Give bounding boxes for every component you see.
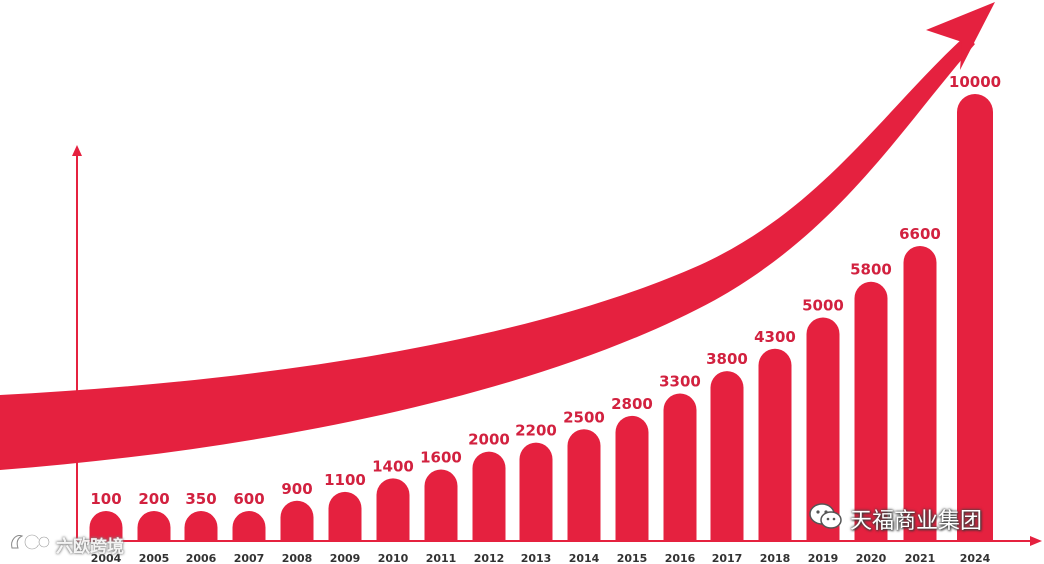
year-label-2006: 2006 (186, 552, 217, 564)
bar-2006 (184, 511, 218, 541)
bar-2015 (615, 415, 649, 541)
bar-2020 (854, 281, 888, 541)
bar-2010 (376, 478, 410, 541)
year-label-2014: 2014 (569, 552, 600, 564)
value-label-2005: 200 (138, 490, 169, 508)
value-label-2012: 2000 (468, 431, 510, 449)
year-label-2004: 2004 (91, 552, 122, 564)
bar-2011 (424, 469, 458, 541)
year-label-2017: 2017 (712, 552, 743, 564)
bar-2005 (137, 511, 171, 541)
bar-2004 (89, 511, 123, 541)
brand-logo-icon (8, 530, 52, 558)
value-label-2014: 2500 (563, 408, 605, 426)
year-label-2005: 2005 (139, 552, 170, 564)
year-label-2024: 2024 (960, 552, 991, 564)
value-label-2021: 6600 (899, 225, 941, 243)
bar-2018 (758, 348, 792, 541)
bar-2019 (806, 317, 840, 541)
source-watermark: 六欧跨境 (8, 530, 124, 558)
x-axis-arrowhead (1030, 536, 1042, 546)
year-label-2013: 2013 (521, 552, 552, 564)
bar-2021 (903, 245, 937, 541)
value-label-2013: 2200 (515, 422, 557, 440)
year-label-2008: 2008 (282, 552, 313, 564)
year-label-2007: 2007 (234, 552, 265, 564)
source-name: 六欧跨境 (56, 536, 124, 557)
value-label-2004: 100 (90, 490, 121, 508)
trend-arrow (0, 2, 995, 470)
value-labels: 100 200 350 600 900 1100 1400 1600 2000 2200 2500 2… (90, 73, 1001, 508)
year-label-2009: 2009 (330, 552, 361, 564)
publisher-name: 天福商业集团 (850, 509, 983, 534)
bar-2017 (710, 371, 744, 541)
bar-2012 (472, 451, 506, 541)
value-label-2016: 3300 (659, 372, 701, 390)
value-label-2015: 2800 (611, 395, 653, 413)
category-labels: 2004 2005 2006 2007 2008 2009 2010 2011 2012 2013… (91, 552, 991, 564)
trend-arrow-head (926, 2, 995, 70)
year-label-2015: 2015 (617, 552, 648, 564)
value-label-2009: 1100 (324, 471, 366, 489)
value-label-2024: 10000 (949, 73, 1001, 91)
value-label-2010: 1400 (372, 457, 414, 475)
bar-2016 (663, 393, 697, 541)
y-axis-arrowhead (72, 145, 82, 156)
value-label-2020: 5800 (850, 261, 892, 279)
bar-2008 (280, 500, 314, 541)
year-label-2019: 2019 (808, 552, 839, 564)
bar-2024 (957, 94, 993, 541)
bars (89, 94, 993, 541)
year-label-2020: 2020 (856, 552, 887, 564)
wechat-icon (808, 502, 844, 536)
trend-arrow-body (0, 36, 975, 470)
bar-2009 (328, 491, 362, 541)
year-label-2011: 2011 (426, 552, 457, 564)
bar-2007 (232, 511, 266, 541)
bar-2013 (519, 442, 553, 541)
publisher-watermark: 天福商业集团 (808, 503, 982, 535)
value-label-2017: 3800 (706, 350, 748, 368)
value-label-2018: 4300 (754, 328, 796, 346)
value-label-2011: 1600 (420, 448, 462, 466)
value-label-2019: 5000 (802, 297, 844, 315)
year-label-2016: 2016 (665, 552, 696, 564)
year-label-2010: 2010 (378, 552, 409, 564)
year-label-2018: 2018 (760, 552, 791, 564)
bar-2014 (567, 429, 601, 541)
value-label-2007: 600 (233, 490, 264, 508)
year-label-2012: 2012 (474, 552, 505, 564)
year-label-2021: 2021 (905, 552, 936, 564)
value-label-2008: 900 (281, 480, 312, 498)
value-label-2006: 350 (185, 490, 216, 508)
